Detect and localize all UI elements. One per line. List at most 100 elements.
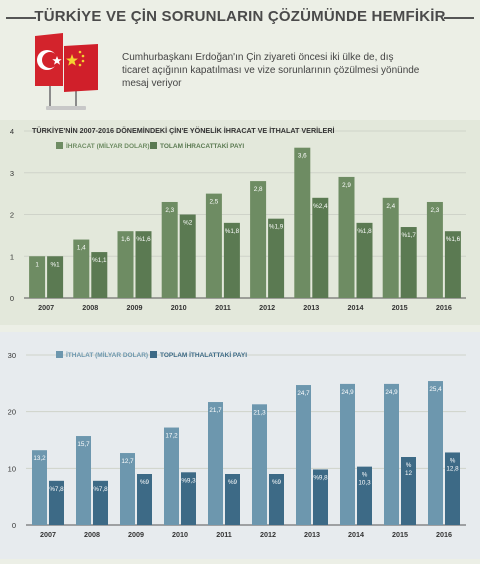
import-bar-value: [252, 404, 267, 525]
export-bar-share: [400, 227, 417, 298]
export-data-label: %1,8: [357, 228, 372, 235]
export-bar-value: [426, 201, 443, 298]
import-data-label: %7,8: [93, 486, 108, 493]
export-x-tick-label: 2011: [215, 303, 231, 312]
import-data-label: %9: [272, 479, 282, 486]
import-bar-share: [225, 474, 240, 525]
export-bar-value: [250, 181, 267, 298]
import-data-label: %9: [228, 479, 238, 486]
export-y-tick-label: 3: [10, 169, 14, 178]
import-data-label: 25,4: [429, 386, 442, 393]
import-bar-value: [384, 383, 399, 525]
export-bar-share: [91, 252, 108, 298]
import-bar-share: [137, 474, 152, 525]
import-legend-label: İTHALAT (MİLYAR DOLAR): [66, 351, 148, 359]
export-data-label: 2,8: [254, 186, 263, 193]
export-x-tick-label: 2007: [38, 303, 54, 312]
import-bar-share: [313, 469, 328, 525]
import-bar-value: [32, 450, 47, 525]
export-y-tick-label: 1: [10, 252, 14, 261]
turkey-flag-icon: [35, 33, 63, 108]
export-data-label: 1,4: [77, 245, 86, 252]
import-data-label: %9,3: [181, 477, 196, 484]
import-x-tick-label: 2013: [304, 530, 320, 539]
export-data-label: %1,7: [402, 232, 417, 239]
import-legend-swatch: [56, 351, 63, 358]
import-bar-share: [181, 472, 196, 525]
export-data-label: 2,4: [386, 203, 395, 210]
import-chart: 0 10 20 30 İTHALAT (MİLYAR DOLAR) TOPLAM İTHA…: [8, 351, 466, 539]
export-chart-title: TÜRKİYE'NİN 2007-2016 DÖNEMİNDEKİ ÇİN'E …: [32, 126, 335, 135]
export-x-tick-label: 2010: [171, 303, 187, 312]
export-data-label: 1,6: [121, 236, 130, 243]
import-bar-value: [296, 385, 311, 525]
import-bar-value: [340, 383, 355, 525]
export-bar-share: [179, 214, 196, 298]
china-flag-icon: [64, 44, 98, 110]
export-bar-share: [135, 231, 152, 298]
export-bar-value: [117, 231, 134, 298]
export-y-tick-label: 0: [10, 294, 14, 303]
import-y-tick-label: 10: [8, 464, 16, 473]
intro-text: Cumhurbaşkanı Erdoğan'ın Çin ziyareti ön…: [122, 51, 462, 90]
import-data-label: 12,7: [121, 458, 134, 465]
import-data-label: % 12,8: [446, 457, 459, 472]
export-bar-share: [223, 222, 240, 298]
export-data-label: %2: [183, 220, 193, 227]
export-bar-value: [29, 256, 46, 298]
export-data-label: 1: [35, 261, 39, 268]
export-data-label: 2,5: [210, 199, 219, 206]
export-bar-share: [47, 256, 64, 298]
import-x-tick-label: 2007: [40, 530, 56, 539]
import-y-tick-label: 20: [8, 408, 16, 417]
import-data-label: % 10,3: [358, 472, 371, 487]
export-data-label: %1,6: [446, 236, 461, 243]
export-bar-share: [268, 218, 285, 298]
intro-line: ticaret açığının kapatılması ve vize sor…: [122, 65, 420, 76]
import-bar-share: [401, 457, 416, 525]
import-data-label: 13,2: [33, 455, 46, 462]
export-data-label: %1,6: [136, 236, 151, 243]
export-bar-value: [382, 197, 399, 298]
export-data-label: %1: [51, 261, 61, 268]
import-data-label: %9,8: [313, 474, 328, 481]
export-legend-label: TOLAM İHRACATTAKİ PAYI: [160, 142, 244, 150]
export-x-tick-label: 2008: [82, 303, 98, 312]
import-legend-label: TOPLAM İTHALATTAKİ PAYI: [160, 351, 247, 359]
import-data-label: 21,3: [253, 409, 266, 416]
title-rule-left: [6, 17, 36, 19]
import-bar-value: [76, 436, 91, 525]
import-x-tick-label: 2009: [128, 530, 144, 539]
import-data-label: %7,8: [49, 486, 64, 493]
import-bar-value: [164, 427, 179, 525]
import-x-tick-label: 2016: [436, 530, 452, 539]
import-legend-swatch: [150, 351, 157, 358]
export-x-tick-label: 2013: [303, 303, 319, 312]
export-data-label: 3,6: [298, 153, 307, 160]
export-y-tick-label: 4: [10, 127, 14, 136]
import-bar-value: [428, 381, 443, 525]
export-data-label: %1,9: [269, 224, 284, 231]
import-bar-value: [120, 453, 135, 525]
import-data-label: % 12: [405, 462, 413, 477]
page-title: TÜRKİYE VE ÇİN SORUNLARIN ÇÖZÜMÜNDE HEMF…: [34, 8, 446, 25]
import-y-tick-label: 0: [12, 521, 16, 530]
export-x-tick-label: 2009: [127, 303, 143, 312]
export-x-tick-label: 2012: [259, 303, 275, 312]
import-bar-share: [269, 474, 284, 525]
import-data-label: 24,9: [385, 389, 398, 396]
import-x-tick-label: 2008: [84, 530, 100, 539]
export-bar-share: [312, 197, 329, 298]
import-x-tick-label: 2014: [348, 530, 364, 539]
import-x-tick-label: 2015: [392, 530, 408, 539]
export-bar-value: [338, 176, 355, 298]
export-legend-swatch: [150, 142, 157, 149]
export-data-label: 2,3: [431, 207, 440, 214]
export-bar-value: [73, 239, 90, 298]
import-data-label: 17,2: [165, 433, 178, 440]
import-bar-share: [357, 466, 372, 525]
import-bar-share: [93, 480, 108, 525]
import-bar-value: [208, 402, 223, 525]
import-data-label: 15,7: [77, 441, 90, 448]
export-x-tick-label: 2016: [436, 303, 452, 312]
